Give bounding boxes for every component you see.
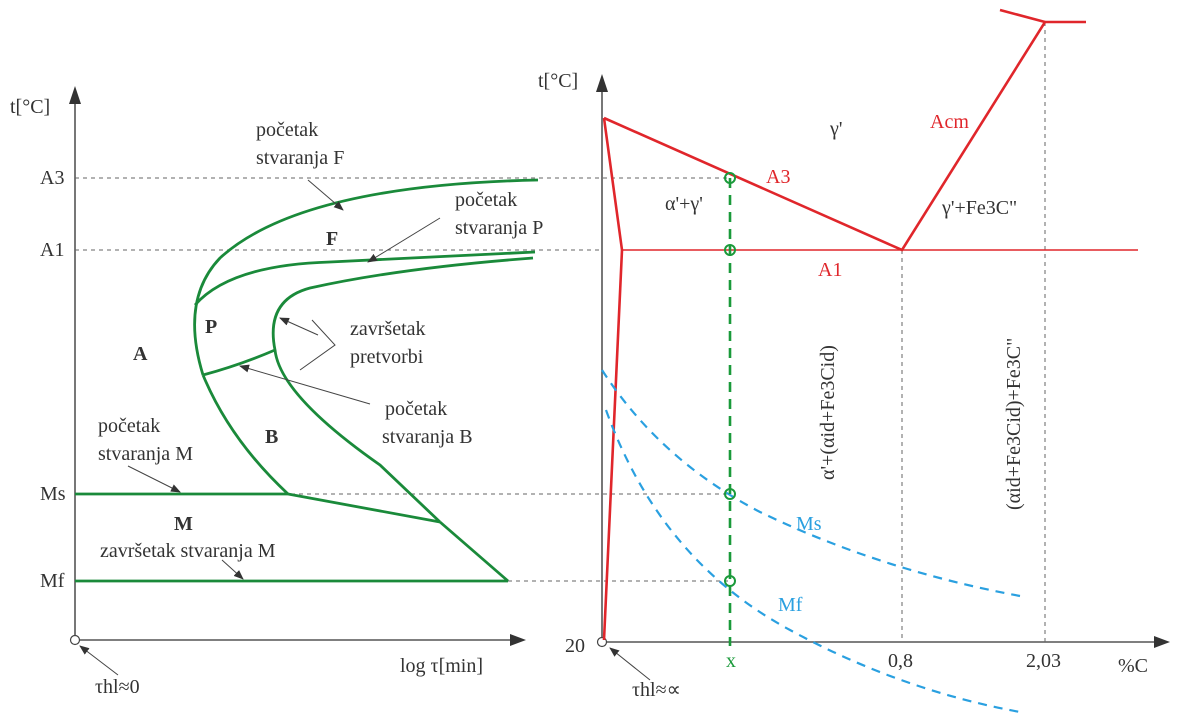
right-y-axis-label: t[°C] [538, 70, 578, 92]
end-transform-leader [299, 319, 336, 371]
start-f-note-line2: stvaranja F [256, 147, 344, 169]
left-x-axis-label: log τ[min] [400, 655, 483, 677]
right-origin-leader [609, 647, 651, 681]
start-p-leader [367, 217, 441, 263]
ttt-diagram: t[°C] log τ[min] A3 A1 Ms Mf τhl≈0 A F P… [10, 86, 730, 698]
ms-curve [601, 369, 1021, 598]
start-f-note-line1: početak [256, 119, 318, 141]
pearlite-start-curve [193, 250, 536, 306]
start-m-leader [127, 465, 181, 493]
region-a: A [133, 343, 148, 365]
left-y-arrow-icon [69, 86, 81, 104]
left-origin-marker [69, 634, 81, 646]
region-b: B [265, 426, 278, 448]
left-x-arrow-icon [510, 634, 526, 646]
x-tick-2-03: 2,03 [1026, 650, 1061, 672]
phase-diagram: t[°C] %C 20 τhl≈∝ x 0,8 2,03 A3 A1 Acm M… [538, 8, 1170, 714]
end-transform-leader-arrow [279, 317, 319, 336]
right-origin-label: τhl≈∝ [632, 679, 681, 701]
alpha-gamma-region-label: α'+γ' [665, 193, 703, 215]
mf-tick-label: Mf [40, 570, 65, 592]
region-m: M [174, 513, 193, 535]
end-transform-note-line1: završetak [350, 318, 426, 340]
ms-connector [287, 492, 441, 524]
gamma-fe3c-region-label: γ'+Fe3C" [941, 197, 1017, 219]
mf-curve-label: Mf [778, 594, 803, 616]
a3-curve-label: A3 [766, 166, 790, 188]
left-origin-leader [79, 645, 119, 676]
region-p: P [205, 316, 217, 338]
ferrite-solvus-line [602, 117, 624, 641]
start-b-leader [239, 364, 371, 405]
left-y-axis-label: t[°C] [10, 96, 50, 118]
start-p-note-line1: početak [455, 189, 517, 211]
bainite-end-curve [273, 349, 441, 524]
mf-curve [604, 409, 1021, 714]
ms-tick-label: Ms [40, 483, 66, 505]
alloy-a3-point [724, 172, 736, 184]
start-f-leader [307, 179, 344, 211]
pearlite-end-curve [202, 256, 534, 377]
region-f: F [326, 228, 338, 250]
acm-top-segment [999, 8, 1046, 24]
end-m-note: završetak stvaranja M [100, 540, 276, 562]
acm-curve-label: Acm [930, 111, 969, 133]
right-y-arrow-icon [596, 74, 608, 92]
a3-acm-line [603, 20, 1086, 252]
a1-curve-label: A1 [818, 259, 842, 281]
start-b-note-line1: početak [385, 398, 447, 420]
right-origin-value: 20 [565, 635, 585, 657]
right-x-axis-label: %C [1118, 655, 1148, 677]
x-tick-0-8: 0,8 [888, 650, 913, 672]
alloy-mf-point [724, 575, 736, 587]
alloy-a1-point [724, 244, 736, 256]
start-p-note-line2: stvaranja P [455, 217, 543, 239]
start-m-note-line1: početak [98, 415, 160, 437]
alpha-mix-region-label: α'+(αid+Fe3Cid) [817, 345, 839, 480]
left-origin-label: τhl≈0 [95, 676, 140, 698]
start-b-note-line2: stvaranja B [382, 426, 473, 448]
a1-tick-label: A1 [40, 239, 64, 261]
end-transform-note-line2: pretvorbi [350, 346, 424, 368]
bainite-start-curve [201, 374, 289, 496]
ferrite-start-curve [193, 178, 539, 376]
bainite-end-lower [439, 520, 509, 583]
alloy-ms-point [724, 488, 736, 500]
alloy-x-label: x [726, 650, 736, 672]
start-m-note-line2: stvaranja M [98, 443, 193, 465]
a3-tick-label: A3 [40, 167, 64, 189]
right-x-arrow-icon [1154, 636, 1170, 648]
pearlite-mix-region-label: (αid+Fe3Cid)+Fe3C" [1003, 338, 1025, 510]
gamma-region-label: γ' [829, 118, 842, 140]
end-m-leader [221, 559, 244, 580]
ms-curve-label: Ms [796, 513, 822, 535]
